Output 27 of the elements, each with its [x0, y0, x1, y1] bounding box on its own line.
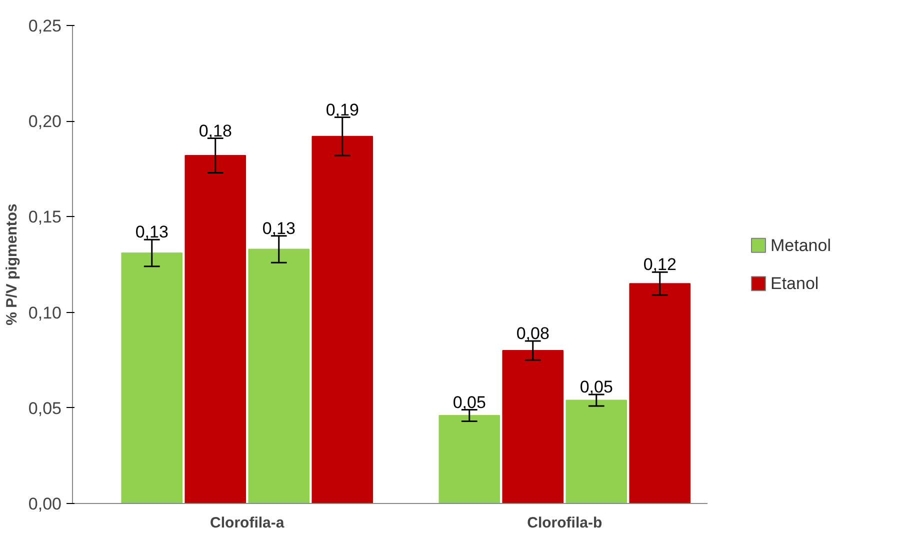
data-label: 0,13: [135, 222, 168, 242]
data-label: 0,05: [452, 392, 486, 412]
bar: [502, 350, 564, 504]
data-label: 0,13: [262, 218, 296, 238]
bar: [121, 252, 183, 504]
legend-label: Etanol: [770, 274, 819, 294]
y-tick-label: 0,15: [28, 208, 62, 227]
bar: [566, 400, 628, 504]
bar: [248, 248, 310, 504]
y-axis-title: % P/V pigmentos: [3, 204, 20, 326]
bar: [312, 136, 374, 504]
data-label: 0,08: [516, 324, 550, 343]
x-tick-label: Clorofila-a: [210, 514, 285, 532]
data-label: 0,18: [198, 121, 232, 140]
y-tick-label: 0,25: [28, 16, 62, 36]
y-tick-label: 0,05: [28, 398, 62, 418]
data-label: 0,05: [580, 378, 613, 397]
bar: [184, 155, 246, 504]
data-label: 0,19: [326, 100, 359, 120]
x-tick-label: Clorofila-b: [527, 514, 602, 532]
bar: [629, 283, 691, 504]
bar: [438, 415, 500, 504]
y-tick-label: 0,20: [28, 112, 62, 132]
legend-label: Metanol: [770, 236, 831, 255]
y-tick-label: 0,00: [28, 494, 62, 514]
y-tick-label: 0,10: [28, 303, 62, 322]
data-label: 0,12: [643, 255, 676, 274]
